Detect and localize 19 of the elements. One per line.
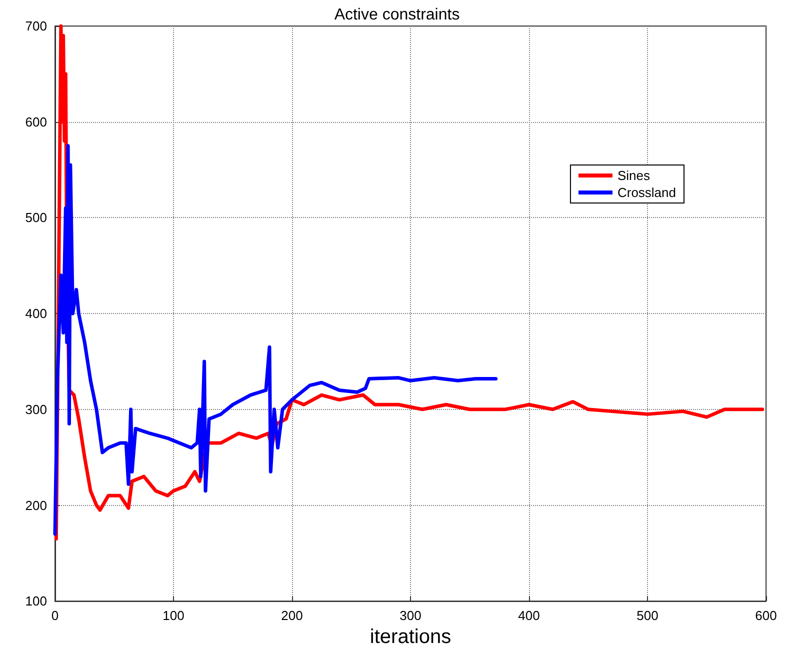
x-axis-title: iterations: [370, 626, 452, 648]
x-tick-label: 0: [51, 608, 59, 624]
y-tick-label: 300: [25, 402, 47, 417]
x-tick-label: 500: [636, 608, 658, 624]
y-tick-label: 200: [25, 498, 47, 513]
y-tick-label: 500: [25, 210, 47, 226]
legend-label: Crossland: [617, 185, 676, 200]
y-tick-label: 600: [25, 114, 47, 130]
y-tick-label: 400: [25, 306, 47, 322]
legend-label: Sines: [617, 168, 650, 183]
x-tick-label: 400: [518, 608, 540, 624]
x-tick-label: 300: [400, 608, 422, 624]
chart-title: Active constraints: [334, 6, 460, 24]
line-series: [53, 144, 498, 536]
y-tick-label: 700: [25, 18, 47, 34]
x-tick-label: 600: [755, 608, 777, 624]
x-tick-label: 100: [162, 608, 184, 624]
y-tick-label: 100: [25, 594, 47, 609]
x-tick-label: 200: [281, 608, 303, 624]
